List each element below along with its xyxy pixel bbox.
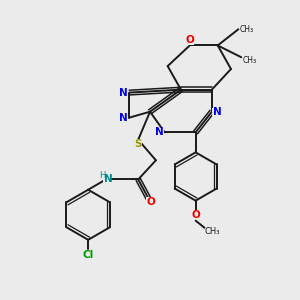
Text: H: H — [99, 170, 106, 179]
FancyBboxPatch shape — [156, 128, 164, 136]
Text: O: O — [185, 35, 194, 45]
FancyBboxPatch shape — [191, 211, 200, 220]
FancyBboxPatch shape — [186, 37, 194, 45]
Text: N: N — [119, 112, 128, 123]
Text: O: O — [191, 210, 200, 220]
Text: CH₃: CH₃ — [204, 227, 220, 236]
Text: N: N — [119, 88, 128, 98]
FancyBboxPatch shape — [120, 113, 128, 122]
Text: N: N — [213, 107, 221, 117]
Text: S: S — [134, 139, 142, 149]
Text: N: N — [155, 127, 164, 137]
Text: O: O — [146, 197, 155, 207]
Text: CH₃: CH₃ — [242, 56, 256, 65]
FancyBboxPatch shape — [120, 88, 128, 97]
Text: CH₃: CH₃ — [239, 25, 254, 34]
FancyBboxPatch shape — [212, 108, 220, 116]
FancyBboxPatch shape — [134, 139, 142, 147]
FancyBboxPatch shape — [146, 197, 154, 206]
Text: N: N — [104, 174, 113, 184]
FancyBboxPatch shape — [103, 175, 111, 183]
Text: Cl: Cl — [82, 250, 94, 260]
